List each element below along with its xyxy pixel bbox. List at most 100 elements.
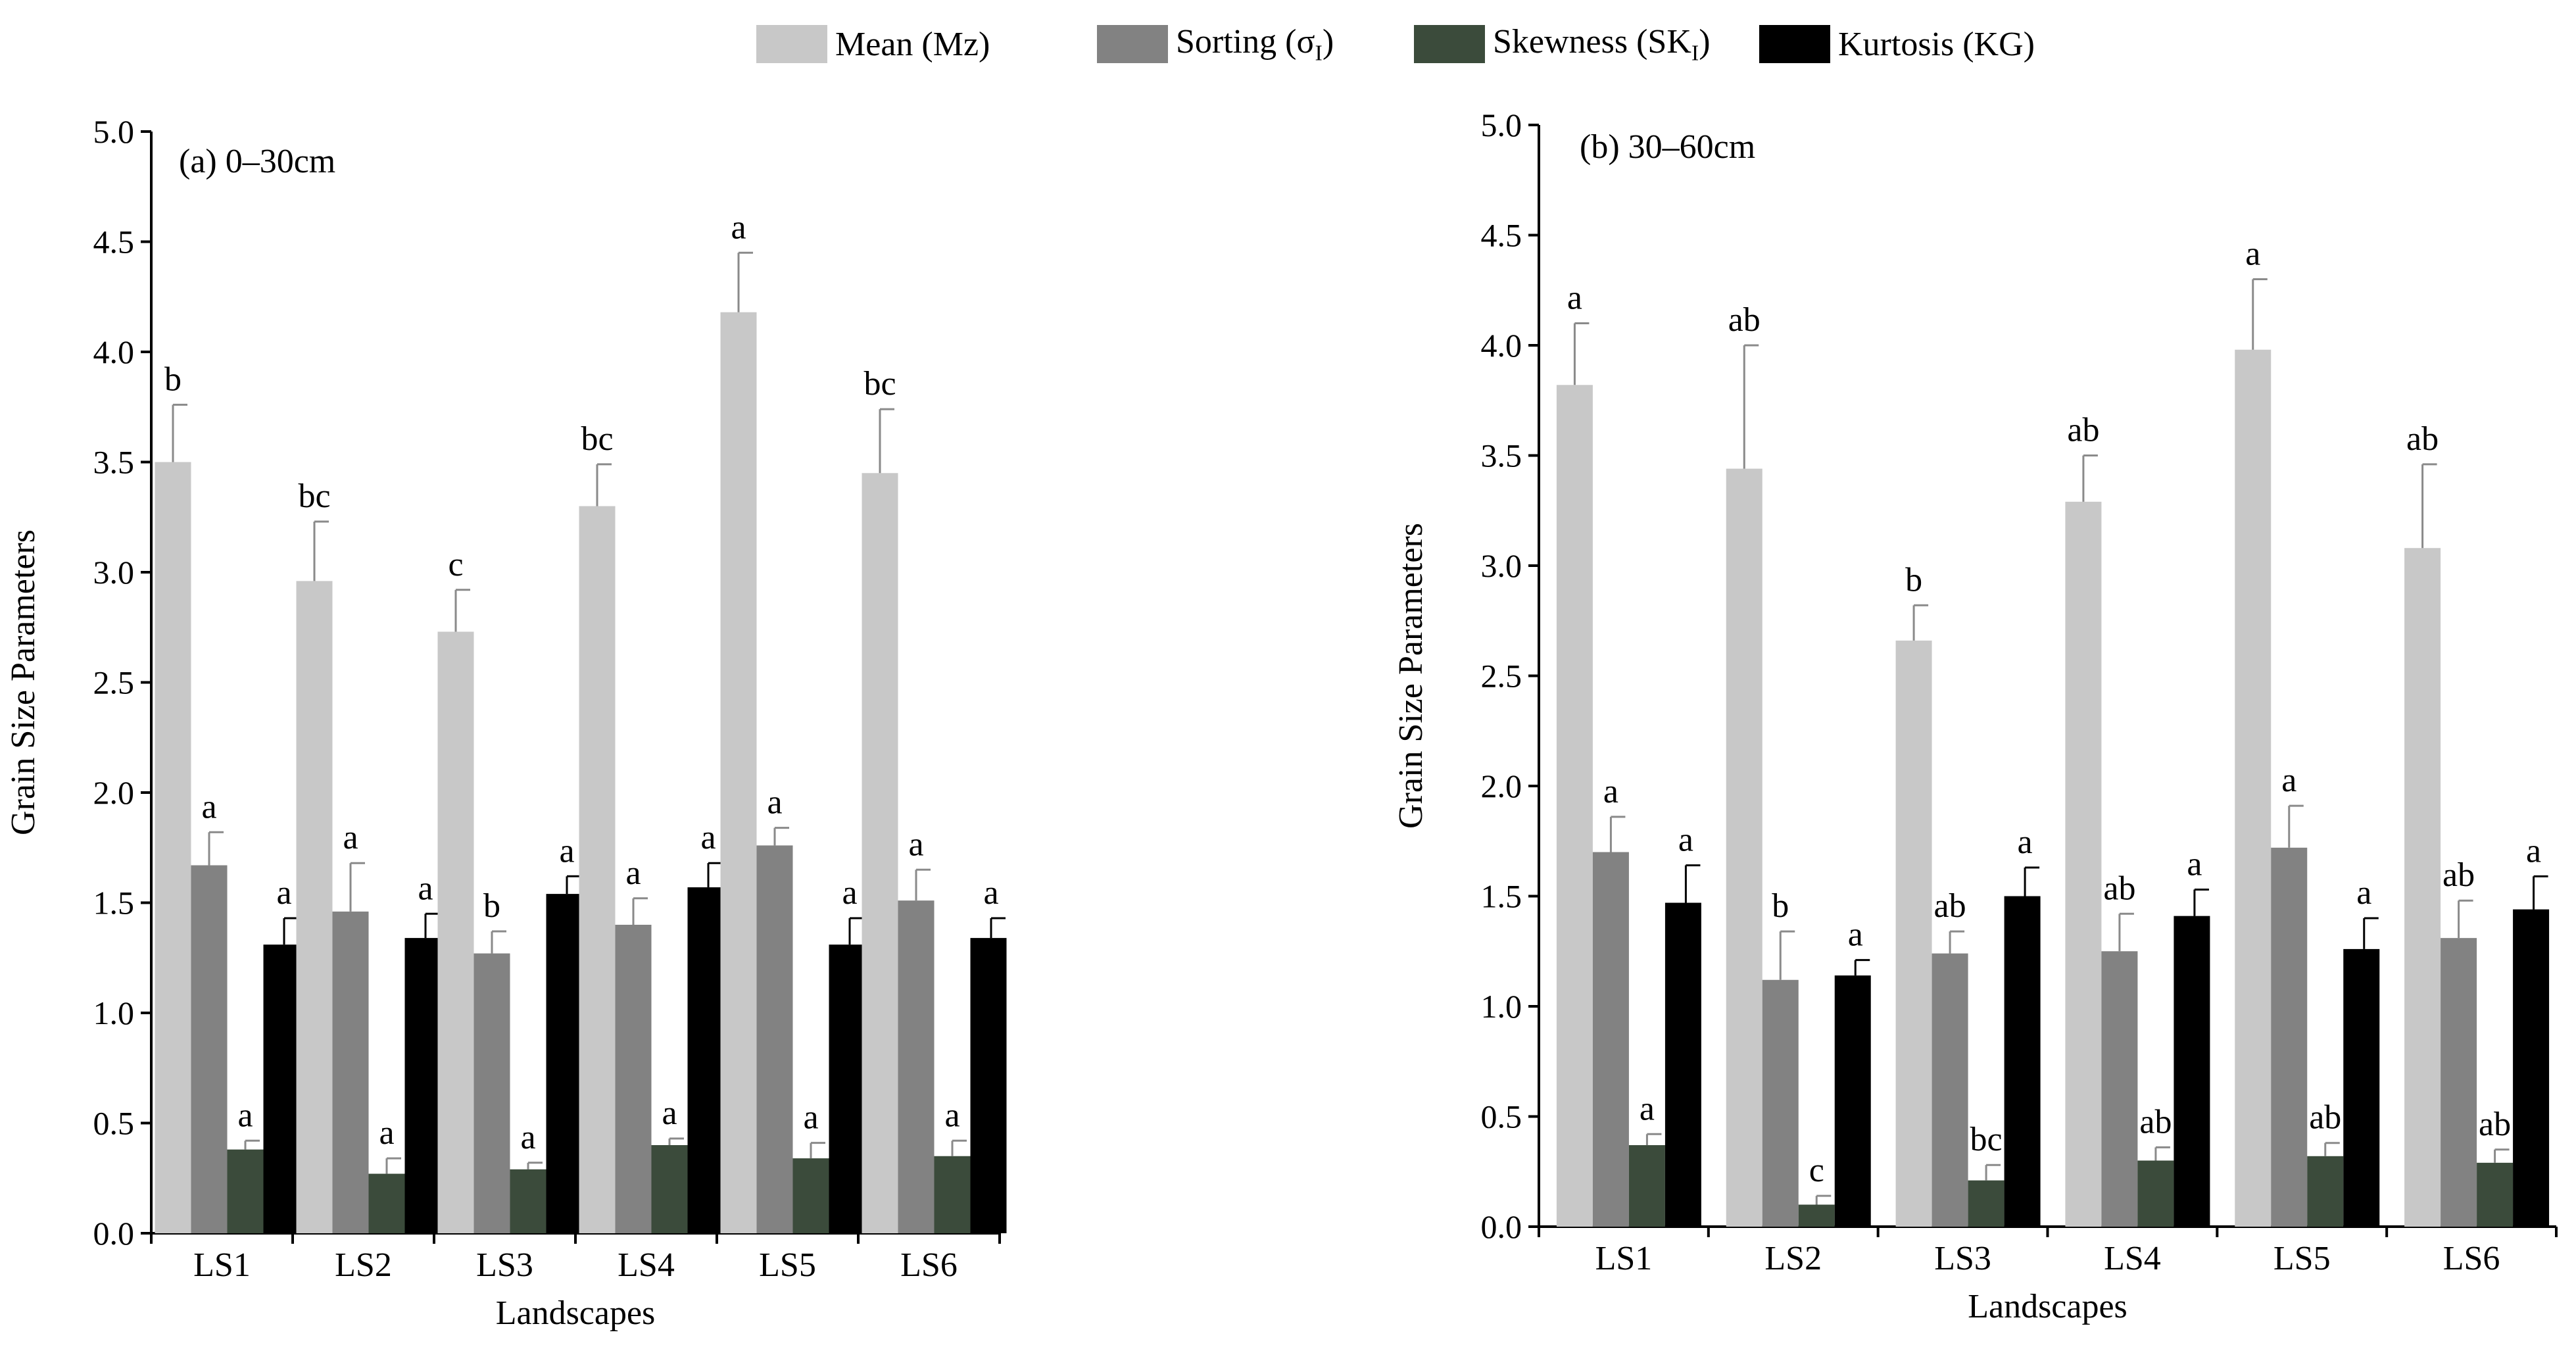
y-tick-label-a: 0.0 — [93, 1215, 135, 1252]
bar-a-LS1-3 — [263, 944, 300, 1233]
bar-a-LS2-0 — [296, 581, 333, 1233]
legend-item-kurtosis: Kurtosis (KG) — [1759, 14, 2035, 74]
significance-label-b: a — [2281, 762, 2297, 799]
bar-b-LS5-1 — [2271, 847, 2308, 1227]
bar-a-LS2-2 — [368, 1173, 405, 1233]
y-axis-label-a: Grain Size Parameters — [5, 529, 42, 835]
bar-b-LS4-3 — [2174, 916, 2210, 1227]
significance-label-a: c — [448, 546, 463, 583]
significance-label-b: a — [1603, 773, 1618, 810]
y-tick-label-b: 2.5 — [1481, 658, 1522, 695]
y-tick-label-b: 0.5 — [1481, 1098, 1522, 1135]
significance-label-a: a — [201, 788, 216, 825]
significance-label-a: a — [379, 1114, 394, 1152]
significance-label-b: b — [1905, 561, 1922, 599]
bar-a-LS1-1 — [191, 865, 228, 1233]
significance-label-a: bc — [298, 478, 330, 515]
legend-swatch-skewness — [1414, 25, 1485, 63]
significance-label-a: a — [803, 1099, 818, 1137]
y-tick-label-b: 4.5 — [1481, 217, 1522, 254]
y-tick-label-a: 4.0 — [93, 333, 135, 370]
legend-swatch-mean — [756, 25, 827, 63]
significance-label-b: ab — [2139, 1103, 2172, 1141]
significance-label-b: ab — [2103, 870, 2135, 907]
legend-label-skewness: Skewness (SKI) — [1493, 22, 1711, 66]
bar-a-LS6-2 — [934, 1156, 971, 1233]
y-tick-label-a: 3.0 — [93, 554, 135, 591]
significance-label-b: ab — [2067, 412, 2099, 449]
bar-a-LS3-0 — [437, 631, 474, 1233]
x-tick-label-b: LS4 — [2104, 1240, 2161, 1277]
significance-label-a: a — [237, 1096, 253, 1134]
significance-label-a: a — [767, 784, 782, 822]
bar-b-LS2-0 — [1726, 468, 1762, 1227]
bar-b-LS2-3 — [1834, 975, 1871, 1227]
bar-a-LS5-2 — [792, 1158, 829, 1233]
significance-label-a: a — [700, 819, 716, 856]
bar-a-LS5-3 — [829, 944, 865, 1233]
bar-a-LS4-3 — [687, 887, 724, 1233]
x-tick-label-a: LS5 — [759, 1246, 816, 1284]
bar-b-LS5-2 — [2307, 1156, 2344, 1227]
bar-b-LS4-2 — [2137, 1160, 2174, 1227]
significance-label-b: a — [2526, 832, 2541, 870]
significance-label-b: a — [2356, 874, 2371, 912]
significance-label-a: a — [908, 825, 923, 863]
bar-a-LS6-3 — [970, 938, 1007, 1233]
legend-swatch-kurtosis — [1759, 25, 1830, 63]
significance-label-a: bc — [863, 365, 896, 403]
significance-label-a: a — [276, 874, 291, 912]
bar-b-LS1-3 — [1665, 902, 1701, 1227]
y-tick-label-a: 0.5 — [93, 1105, 135, 1142]
bar-a-LS3-1 — [474, 953, 510, 1233]
bar-a-LS5-1 — [756, 845, 793, 1233]
significance-label-b: a — [1640, 1090, 1655, 1127]
bar-b-LS1-0 — [1556, 385, 1593, 1227]
significance-label-a: a — [842, 874, 857, 912]
bar-a-LS4-0 — [579, 506, 616, 1233]
significance-label-a: b — [164, 360, 182, 398]
significance-label-b: ab — [2479, 1106, 2511, 1143]
bar-a-LS6-0 — [862, 473, 898, 1233]
y-tick-label-b: 5.0 — [1481, 107, 1522, 143]
significance-label-b: a — [1567, 280, 1582, 317]
x-tick-label-b: LS1 — [1595, 1240, 1653, 1277]
bar-b-LS2-1 — [1762, 979, 1799, 1227]
y-tick-label-b: 2.0 — [1481, 768, 1522, 804]
y-tick-label-a: 4.5 — [93, 224, 135, 260]
bar-b-LS1-1 — [1592, 852, 1629, 1227]
significance-label-b: ab — [2406, 420, 2439, 458]
x-tick-label-b: LS5 — [2273, 1240, 2331, 1277]
x-tick-label-a: LS6 — [900, 1246, 958, 1284]
bar-b-LS6-3 — [2513, 909, 2550, 1227]
significance-label-b: ab — [1934, 887, 1966, 925]
significance-label-b: ab — [2309, 1099, 2341, 1137]
legend-label-sorting: Sorting (σI) — [1176, 22, 1334, 66]
y-tick-label-a: 2.5 — [93, 664, 135, 701]
bar-b-LS2-2 — [1798, 1204, 1835, 1227]
significance-label-a: a — [944, 1096, 960, 1134]
y-tick-label-b: 4.0 — [1481, 327, 1522, 364]
significance-label-b: ab — [1728, 301, 1761, 339]
bar-b-LS4-0 — [2065, 501, 2102, 1227]
significance-label-a: a — [731, 208, 746, 246]
bar-a-LS4-2 — [651, 1145, 688, 1233]
bar-b-LS3-1 — [1932, 953, 1968, 1227]
y-tick-label-a: 3.5 — [93, 444, 135, 481]
significance-label-b: a — [1678, 822, 1693, 859]
bar-a-LS3-2 — [510, 1169, 547, 1233]
x-axis-label-b: Landscapes — [1968, 1288, 2127, 1325]
bar-b-LS4-1 — [2101, 951, 2138, 1227]
y-tick-label-b: 3.5 — [1481, 437, 1522, 474]
significance-label-b: a — [2245, 235, 2260, 273]
significance-label-b: a — [1848, 916, 1863, 954]
legend-item-sorting: Sorting (σI) — [1097, 14, 1334, 74]
bar-b-LS6-1 — [2441, 938, 2477, 1227]
significance-label-a: a — [662, 1094, 677, 1132]
x-tick-label-a: LS1 — [193, 1246, 251, 1284]
significance-label-a: a — [343, 819, 358, 856]
legend-label-mean: Mean (Mz) — [835, 25, 990, 63]
y-tick-label-b: 0.0 — [1481, 1208, 1522, 1245]
significance-label-b: b — [1772, 887, 1789, 925]
